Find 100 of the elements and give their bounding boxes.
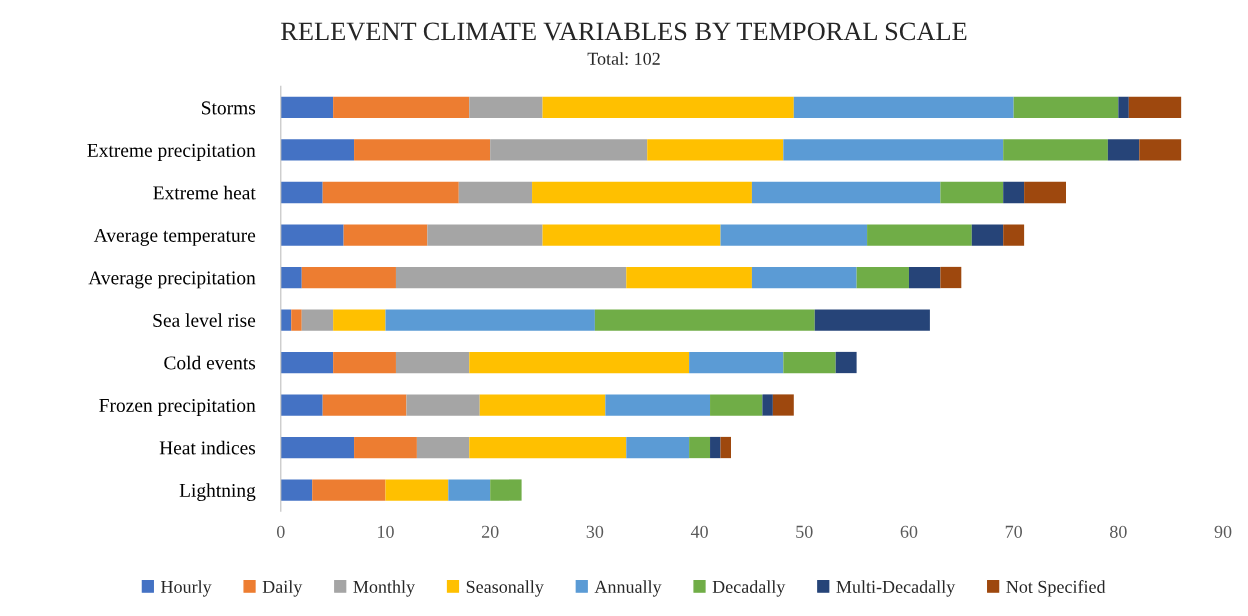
bar — [626, 436, 690, 459]
bar — [940, 181, 1004, 204]
x-tick-label: 20 — [481, 525, 499, 538]
bar — [469, 351, 690, 374]
bar — [343, 224, 428, 246]
x-tick-label: 90 — [1214, 525, 1232, 538]
bar — [647, 139, 784, 161]
bar — [395, 266, 627, 289]
bar — [1139, 139, 1182, 161]
bar — [333, 96, 470, 119]
bar — [322, 394, 407, 416]
legend-label: Daily — [262, 580, 303, 597]
x-tick-label: 60 — [900, 525, 918, 538]
bar — [1024, 181, 1066, 204]
bar — [469, 436, 627, 459]
bar — [532, 181, 752, 204]
bar — [322, 181, 459, 204]
bar — [490, 139, 648, 161]
bar — [280, 351, 334, 374]
bar — [333, 351, 396, 374]
bar — [835, 351, 857, 374]
y-tick-label: Average precipitation — [88, 271, 256, 289]
y-tick-label: Frozen precipitation — [99, 398, 256, 416]
legend-label: Multi-Decadally — [836, 580, 956, 597]
legend-label: Hourly — [161, 580, 212, 597]
bar — [1003, 224, 1025, 246]
bar — [385, 309, 595, 331]
bar — [751, 181, 941, 204]
bar — [406, 394, 480, 416]
x-tick-label: 10 — [378, 525, 394, 538]
bar — [312, 479, 386, 501]
bar — [720, 436, 731, 459]
y-tick-label: Sea level rise — [153, 313, 256, 327]
bar — [710, 394, 763, 416]
legend-label: Annually — [594, 580, 662, 597]
y-tick-label: Heat indices — [159, 440, 256, 455]
x-tick-label: 40 — [690, 525, 708, 538]
bar — [772, 394, 794, 416]
bar — [793, 96, 1014, 119]
bar — [1118, 96, 1129, 119]
bar — [280, 436, 355, 459]
bar — [280, 96, 334, 119]
y-tick-label: Storms — [202, 101, 256, 115]
y-tick-label: Average temperature — [93, 228, 256, 246]
y-tick-label: Extreme heat — [153, 185, 256, 200]
bar — [856, 266, 909, 289]
bar — [280, 394, 323, 416]
bar — [469, 96, 543, 119]
bar — [1107, 139, 1140, 161]
bar — [280, 224, 344, 246]
legend-label: Monthly — [353, 580, 415, 597]
bar — [301, 309, 334, 331]
bar — [1013, 96, 1119, 119]
bar — [783, 351, 836, 374]
bar — [1003, 181, 1025, 204]
bar — [490, 479, 522, 501]
bar — [280, 309, 292, 331]
bar — [908, 266, 941, 289]
bar — [594, 309, 815, 331]
bar — [427, 224, 543, 246]
bar — [783, 139, 1004, 161]
bar — [291, 309, 302, 331]
bar — [479, 394, 606, 416]
bar — [1003, 139, 1108, 161]
x-tick-label: 80 — [1110, 525, 1127, 538]
bar — [416, 436, 470, 459]
bar — [542, 96, 794, 119]
x-tick-label: 0 — [276, 525, 285, 538]
bar — [1128, 96, 1182, 119]
y-tick-label: Cold events — [164, 355, 256, 370]
bar — [280, 139, 355, 161]
bar — [971, 224, 1004, 246]
bar — [689, 351, 784, 374]
bar — [395, 351, 470, 374]
legend-label: Not Specified — [1006, 580, 1106, 597]
bar — [542, 224, 721, 246]
x-tick-label: 70 — [1005, 525, 1022, 538]
bar — [354, 436, 417, 459]
bar — [458, 181, 533, 204]
bar — [354, 139, 491, 161]
bar — [280, 266, 302, 289]
bar — [751, 266, 857, 289]
bar — [448, 479, 491, 501]
x-tick-label: 50 — [796, 525, 813, 538]
bar — [333, 309, 386, 331]
bar — [626, 266, 752, 289]
x-tick-label: 30 — [586, 525, 604, 538]
chart-title: RELEVENT CLIMATE VARIABLES BY TEMPORAL SCALE — [281, 22, 967, 41]
y-tick-label: Lightning — [179, 483, 256, 501]
bar — [605, 394, 711, 416]
bar — [280, 181, 323, 204]
y-tick-label: Extreme precipitation — [87, 143, 256, 161]
bar — [710, 436, 721, 459]
bar — [689, 436, 711, 459]
bar — [301, 266, 396, 289]
legend-label: Decadally — [712, 580, 786, 597]
bar — [385, 479, 449, 501]
bar — [867, 224, 972, 246]
chart-subtitle: Total: 102 — [587, 52, 660, 65]
bar — [814, 309, 930, 331]
